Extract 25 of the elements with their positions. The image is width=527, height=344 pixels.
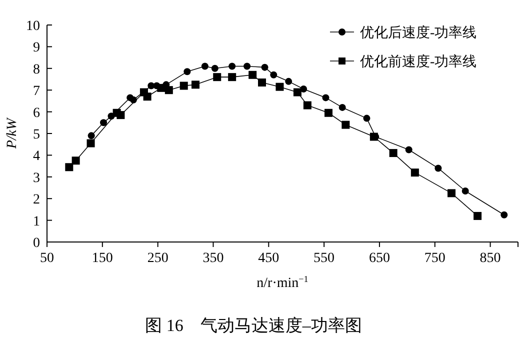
x-tick-label: 250 bbox=[147, 251, 168, 266]
x-axis-title: n/r·min$^{−1}$ bbox=[256, 274, 308, 291]
legend-label: 优化前速度-功率线 bbox=[360, 54, 477, 70]
legend-label: 优化后速度-功率线 bbox=[360, 25, 477, 41]
y-tick-label: 6 bbox=[33, 106, 40, 121]
y-tick-label: 10 bbox=[26, 19, 40, 34]
x-tick-label: 850 bbox=[480, 251, 501, 266]
y-tick-label: 5 bbox=[33, 128, 40, 142]
y-tick-label: 2 bbox=[33, 192, 40, 208]
y-tick-label: 7 bbox=[33, 84, 40, 100]
y-tick-label: 4 bbox=[33, 149, 40, 164]
x-tick-label: 750 bbox=[424, 251, 446, 266]
y-tick-label: 8 bbox=[33, 62, 40, 78]
x-tick-label: 550 bbox=[314, 251, 335, 266]
x-tick-label: 150 bbox=[92, 251, 113, 266]
y-tick-label: 9 bbox=[33, 40, 40, 56]
y-tick-label: 3 bbox=[33, 170, 40, 186]
y-tick-label: 1 bbox=[33, 214, 40, 230]
y-axis-title: P/kW bbox=[5, 117, 20, 150]
text: 图 16 气动马达速度–功率图 bbox=[145, 316, 362, 335]
x-tick-label: 450 bbox=[258, 251, 280, 266]
x-tick-label: 350 bbox=[202, 251, 224, 266]
x-tick-label: 650 bbox=[368, 251, 390, 266]
x-tick-label: 50 bbox=[40, 251, 54, 266]
y-tick-label: 0 bbox=[33, 236, 40, 251]
